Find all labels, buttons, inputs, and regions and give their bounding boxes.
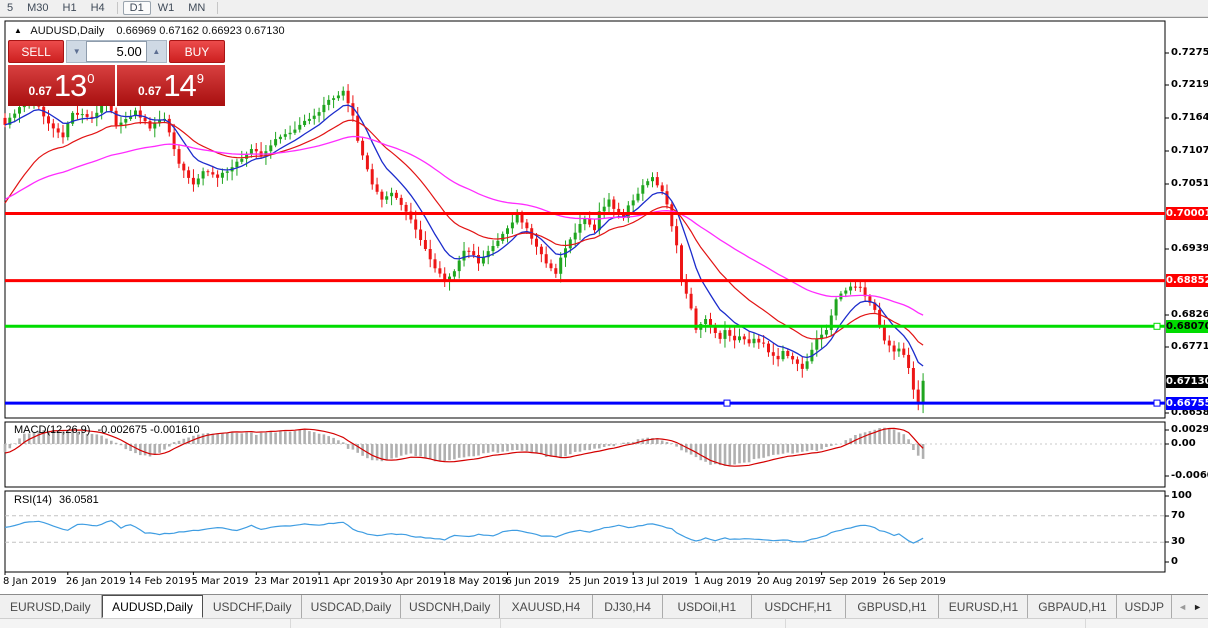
timeframe-button-H4[interactable]: H4 (90, 2, 105, 14)
date-axis-label: 25 Jun 2019 (568, 576, 629, 587)
level-price-label: 0.68852 (1166, 274, 1208, 288)
buy-price-small: 0.67 (137, 83, 162, 98)
chart-window (0, 17, 1208, 595)
date-axis-label: 7 Sep 2019 (819, 576, 877, 587)
sell-price-small: 0.67 (28, 83, 52, 98)
buy-price-big: 14 (163, 67, 196, 103)
axis-tick-label: -0.006047 (1171, 470, 1208, 481)
axis-tick-label: 100 (1171, 490, 1192, 501)
axis-tick-label: 70 (1171, 510, 1185, 521)
timeframe-button-M30[interactable]: M30 (27, 2, 49, 14)
sell-price-big: 13 (53, 67, 87, 103)
chart-tab-USDJP[interactable]: USDJP (1117, 595, 1173, 618)
hline-handle[interactable] (1153, 322, 1161, 330)
date-axis-label: 26 Sep 2019 (882, 576, 946, 587)
timeframe-button-H1[interactable]: H1 (62, 2, 77, 14)
chart-tab-AUDUSD-Daily[interactable]: AUDUSD,Daily (101, 595, 204, 618)
sell-price-sup: 0 (87, 71, 95, 86)
date-axis-label: 8 Jan 2019 (3, 576, 57, 587)
chart-tab-USDCNH-Daily[interactable]: USDCNH,Daily (401, 595, 500, 618)
timeframe-button-5[interactable]: 5 (7, 2, 14, 14)
chart-tab-USDCAD-Daily[interactable]: USDCAD,Daily (302, 595, 401, 618)
axis-tick-label: 0.68265 (1171, 309, 1208, 320)
chart-ohlc-values: 0.66969 0.67162 0.66923 0.67130 (116, 25, 285, 37)
buy-price-sup: 9 (196, 71, 205, 86)
axis-tick-label: 0.00 (1171, 438, 1196, 449)
chart-header: ▲ AUDUSD,Daily 0.66969 0.67162 0.66923 0… (14, 25, 285, 37)
date-axis-label: 26 Jan 2019 (65, 576, 126, 587)
level-price-label: 0.66755 (1166, 396, 1208, 410)
hline-handle[interactable] (1153, 399, 1161, 407)
toolbar-separator (217, 2, 219, 14)
tab-bar-strip (0, 618, 1208, 628)
volume-input[interactable] (86, 41, 147, 62)
timeframe-button-MN[interactable]: MN (188, 2, 206, 14)
chart-tab-EURUSD-H1[interactable]: EURUSD,H1 (939, 595, 1029, 618)
hline-handle[interactable] (723, 399, 731, 407)
level-price-label: 0.70001 (1166, 207, 1208, 221)
chart-tab-GBPAUD-H1[interactable]: GBPAUD,H1 (1028, 595, 1118, 618)
sell-price-button[interactable]: 0.67 13 0 (8, 65, 115, 106)
chart-tab-DJ30-H4[interactable]: DJ30,H4 (593, 595, 663, 618)
chart-symbol-period: AUDUSD,Daily (30, 25, 105, 37)
level-price-label: 0.68070 (1166, 319, 1208, 333)
date-axis-label: 20 Aug 2019 (756, 576, 821, 587)
chart-tab-XAUUSD-H4[interactable]: XAUUSD,H4 (500, 595, 594, 618)
date-axis-label: 30 Apr 2019 (379, 576, 442, 587)
date-axis-label: 11 Apr 2019 (317, 576, 379, 587)
date-axis-label: 14 Feb 2019 (128, 576, 191, 587)
current-price-label: 0.67130 (1166, 374, 1208, 388)
axis-tick-label: 0.66585 (1171, 407, 1208, 418)
rsi-indicator-label: RSI(14) 36.0581 (14, 494, 99, 506)
axis-tick-label: 0.002968 (1171, 424, 1208, 435)
volume-decrease-button[interactable]: ▼ (72, 47, 81, 56)
buy-button[interactable]: BUY (168, 40, 226, 63)
axis-tick-label: 30 (1171, 536, 1185, 547)
date-axis-label: 6 Jun 2019 (505, 576, 560, 587)
axis-tick-label: 0 (1171, 556, 1178, 567)
chart-tab-bar: EURUSD,Daily AUDUSD,Daily USDCHF,Daily USDC… (0, 594, 1208, 628)
collapse-triangle-icon[interactable]: ▲ (14, 26, 22, 35)
timeframe-toolbar: 5 M30 H1 H4 D1 W1 MN (0, 0, 1208, 17)
chart-tab-USDCHF-H1[interactable]: USDCHF,H1 (752, 595, 846, 618)
date-axis-label: 23 Mar 2019 (254, 576, 318, 587)
timeframe-button-D1[interactable]: D1 (122, 1, 151, 15)
date-axis-label: 1 Aug 2019 (693, 576, 752, 587)
one-click-trade-panel: SELL ▼ ▲ BUY 0.67 13 0 0.67 14 9 (8, 40, 226, 106)
toolbar-separator (116, 2, 118, 14)
buy-price-button[interactable]: 0.67 14 9 (117, 65, 225, 106)
chart-tab-USDCHF-Daily[interactable]: USDCHF,Daily (203, 595, 303, 618)
macd-indicator-label: MACD(12,26,9) -0.002675 -0.001610 (14, 424, 200, 436)
chart-tab-EURUSD-Daily[interactable]: EURUSD,Daily (0, 595, 102, 618)
date-axis-label: 13 Jul 2019 (631, 576, 688, 587)
tab-scroll-left-icon[interactable]: ◄ (1178, 601, 1188, 612)
volume-increase-button[interactable]: ▲ (152, 47, 161, 56)
axis-tick-label: 0.72195 (1171, 79, 1208, 90)
date-axis-label: 18 May 2019 (442, 576, 508, 587)
tab-scroll-right-icon[interactable]: ► (1193, 601, 1203, 612)
sell-button[interactable]: SELL (8, 40, 65, 63)
timeframe-button-W1[interactable]: W1 (157, 2, 175, 14)
axis-tick-label: 0.70515 (1171, 178, 1208, 189)
chart-tab-GBPUSD-H1[interactable]: GBPUSD,H1 (846, 595, 940, 618)
volume-stepper: ▼ ▲ (66, 40, 167, 63)
chart-tab-USDOil-H1[interactable]: USDOil,H1 (663, 595, 752, 618)
date-axis-label: 5 Mar 2019 (191, 576, 249, 587)
